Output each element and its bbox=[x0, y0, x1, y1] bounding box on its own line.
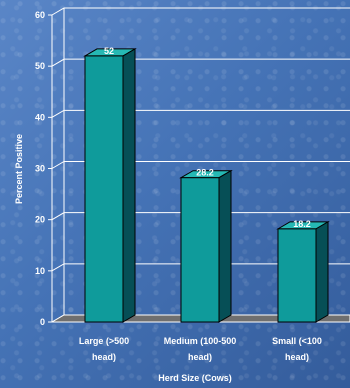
bar-3 bbox=[277, 228, 317, 323]
bar-side-2 bbox=[218, 169, 232, 323]
x-category-label-2-line-2: head) bbox=[188, 352, 212, 362]
y-tick-label-10: 10 bbox=[35, 266, 45, 276]
bar-value-label-2: 28.2 bbox=[196, 168, 214, 178]
x-axis-title: Herd Size (Cows) bbox=[158, 373, 232, 383]
y-tick-label-0: 0 bbox=[40, 317, 45, 327]
bar-side-3 bbox=[315, 221, 329, 323]
y-tick-label-30: 30 bbox=[35, 164, 45, 174]
y-tick-label-40: 40 bbox=[35, 112, 45, 122]
bar-2 bbox=[180, 177, 220, 323]
bar-1 bbox=[84, 55, 124, 323]
x-category-label-3-line-2: head) bbox=[285, 352, 309, 362]
text-layer: 0 10 20 30 40 50 60 52 Large (>500 head) 28.2 Mediu… bbox=[14, 10, 322, 383]
axis-layer bbox=[48, 8, 65, 323]
grid-line-60 bbox=[51, 7, 350, 16]
bar-side-1 bbox=[122, 48, 136, 323]
bar-layer bbox=[83, 48, 330, 323]
x-category-label-2-line-1: Medium (100-500 bbox=[164, 336, 237, 346]
x-category-label-1-line-1: Large (>500 bbox=[79, 336, 129, 346]
x-category-label-3-line-1: Small (<100 bbox=[272, 336, 322, 346]
y-tick-label-20: 20 bbox=[35, 215, 45, 225]
x-category-label-1-line-2: head) bbox=[92, 352, 116, 362]
y-axis-title: Percent Positive bbox=[14, 134, 24, 204]
bar-value-label-3: 18.2 bbox=[293, 219, 311, 229]
y-tick-label-60: 60 bbox=[35, 10, 45, 20]
y-tick-label-50: 50 bbox=[35, 61, 45, 71]
bar-value-label-1: 52 bbox=[104, 46, 114, 56]
